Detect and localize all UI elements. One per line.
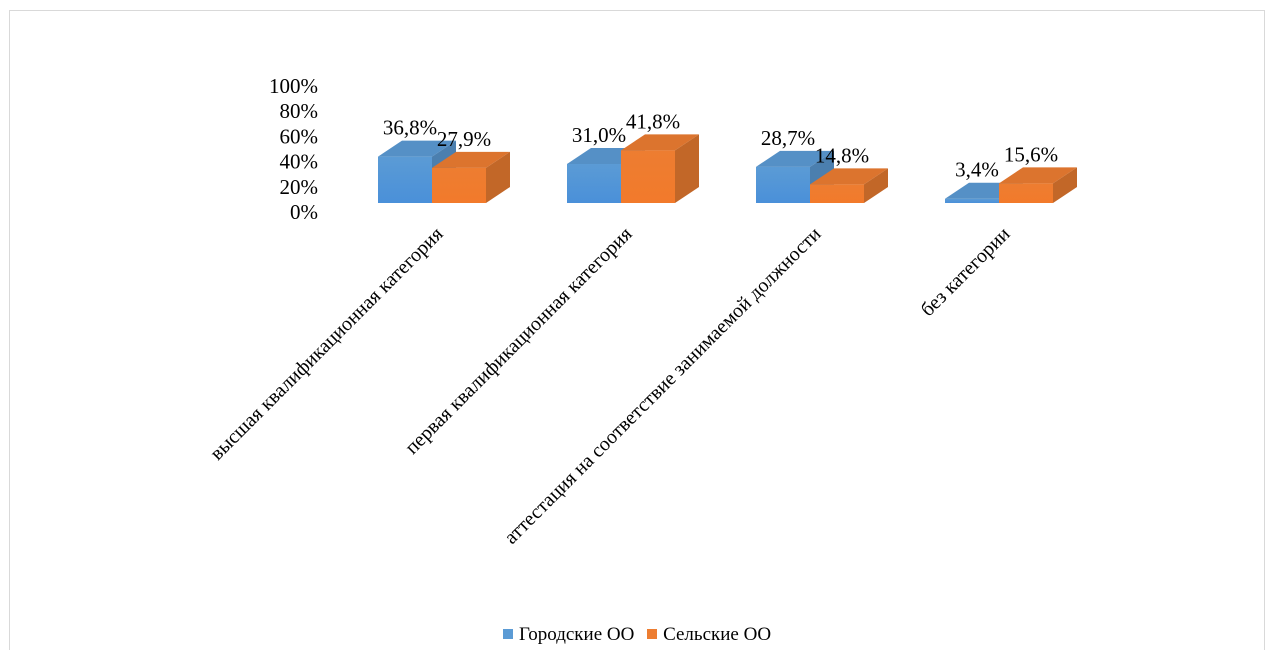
legend-label-rural: Сельские ОО <box>663 624 772 645</box>
bar-rural-0 <box>432 151 510 203</box>
bar-side-face <box>486 151 510 203</box>
data-label: 36,8% <box>383 116 437 140</box>
bar-top-face <box>432 151 510 168</box>
data-label: 31,0% <box>572 123 626 147</box>
legend-swatch-rural <box>647 629 658 639</box>
data-label: 28,7% <box>761 126 815 150</box>
bar-top-face <box>999 167 1077 184</box>
value-labels: 36,8% 27,9% 31,0%41,8% 28,7%14,8% 3,4%15,6% <box>383 109 1058 181</box>
bar-top-face <box>810 168 888 185</box>
data-label: 41,8% <box>626 109 680 133</box>
x-axis: высшая квалификационная категорияпервая … <box>206 223 1015 549</box>
bar-top-face <box>378 140 456 157</box>
legend-entry-rural: Сельские ОО <box>647 624 771 646</box>
bar-urban-0 <box>378 140 456 203</box>
legend-swatch-urban <box>502 629 513 639</box>
data-label: 15,6% <box>1004 142 1058 166</box>
bar-rural-1 <box>621 134 699 203</box>
bar-front-face <box>621 150 675 203</box>
x-tick-label: аттестация на соответствие занимаемой до… <box>500 223 826 549</box>
bar-rural-2 <box>810 168 888 203</box>
bar-side-face <box>1053 167 1077 203</box>
y-tick-label: 0% <box>290 200 318 224</box>
x-tick-label: без категории <box>917 223 1015 321</box>
bar-front-face <box>567 163 621 203</box>
data-label: 14,8% <box>815 143 869 167</box>
y-tick-label: 100% <box>269 74 318 98</box>
bar-front-face <box>378 156 432 203</box>
bar-rural-3 <box>999 167 1077 203</box>
y-tick-label: 40% <box>280 150 319 174</box>
bar-front-face <box>945 198 999 203</box>
y-tick-label: 60% <box>280 124 319 148</box>
legend-label-urban: Городские ОО <box>518 624 635 645</box>
legend: Городские ОО Сельские ОО <box>0 624 1274 646</box>
chart-frame <box>9 10 1265 650</box>
bars <box>378 134 1077 203</box>
bar-front-face <box>999 183 1053 203</box>
bar-top-face <box>756 150 834 167</box>
y-tick-label: 20% <box>280 175 319 199</box>
y-tick-label: 80% <box>280 99 319 123</box>
bar-front-face <box>756 166 810 203</box>
x-tick-label: первая квалификационная категория <box>401 223 637 459</box>
y-axis: 0%20%40%60%80%100% <box>269 74 318 224</box>
x-tick-label: высшая квалификационная категория <box>206 223 448 465</box>
bar-front-face <box>810 184 864 203</box>
bar-side-face <box>864 168 888 203</box>
bar-top-face <box>621 134 699 151</box>
data-label: 3,4% <box>955 158 999 182</box>
data-label: 27,9% <box>437 127 491 151</box>
legend-entry-urban: Городские ОО <box>502 624 635 646</box>
bar-front-face <box>432 167 486 203</box>
bar-side-face <box>675 134 699 203</box>
